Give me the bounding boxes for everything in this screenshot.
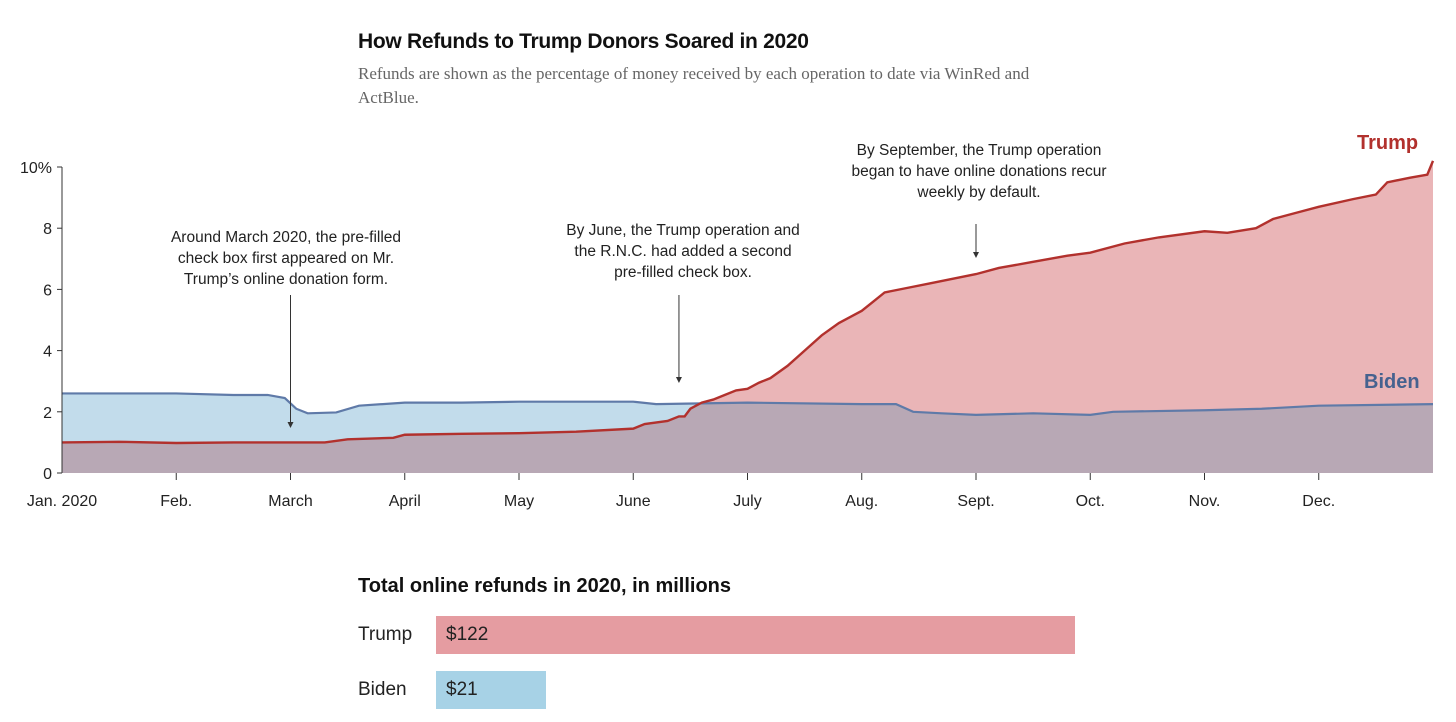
x-tick-label: Feb.	[160, 493, 192, 510]
bar-biden: $21	[436, 671, 546, 709]
x-tick-label: July	[733, 493, 761, 510]
y-tick-label: 2	[43, 405, 52, 422]
x-tick-label: Aug.	[845, 493, 878, 510]
area-chart: 10% 8 6 4 2 0 Jan. 2020 Feb. March April May June Ju…	[20, 160, 1435, 510]
x-tick-label: Nov.	[1189, 493, 1221, 510]
annotation-arrow-head	[675, 377, 682, 383]
y-tick-label: 4	[43, 344, 52, 361]
trump-area	[62, 160, 1433, 473]
bar-label-biden: Biden	[358, 679, 407, 700]
bar-value-biden: $21	[446, 679, 478, 700]
bar-value-trump: $122	[446, 624, 489, 645]
y-tick-label: 10%	[20, 160, 52, 177]
x-tick-label: March	[268, 493, 312, 510]
annotation-arrow-head	[287, 422, 294, 428]
bar-chart-title: Total online refunds in 2020, in million…	[358, 575, 732, 597]
annotation-september: By September, the Trump operation began …	[851, 142, 1107, 201]
x-tick-label: Jan. 2020	[27, 493, 97, 510]
chart-subtitle: Refunds are shown as the percentage of m…	[358, 64, 1030, 107]
bar-trump: $122	[436, 616, 1075, 654]
trump-line	[61, 160, 1435, 445]
x-tick-label: May	[504, 493, 534, 510]
y-tick-label: 0	[43, 466, 52, 483]
x-tick-label: April	[389, 493, 421, 510]
bar-label-trump: Trump	[358, 624, 413, 645]
chart-title: How Refunds to Trump Donors Soared in 20…	[358, 30, 809, 53]
overlap-area	[62, 402, 1433, 473]
x-tick-label: June	[616, 493, 651, 510]
annotation-march: Around March 2020, the pre-filled check …	[170, 229, 402, 288]
biden-line	[62, 392, 1434, 416]
x-tick-label: Oct.	[1076, 493, 1105, 510]
annotation-june: By June, the Trump operation and the R.N…	[566, 222, 800, 281]
annotation-arrow-head	[973, 252, 979, 258]
x-tick-label: Sept.	[957, 493, 994, 510]
x-tick-label: Dec.	[1302, 493, 1335, 510]
y-tick-label: 6	[43, 282, 52, 299]
legend-trump: Trump	[1357, 132, 1419, 154]
y-tick-label: 8	[43, 221, 52, 238]
legend-biden: Biden	[1364, 371, 1420, 393]
